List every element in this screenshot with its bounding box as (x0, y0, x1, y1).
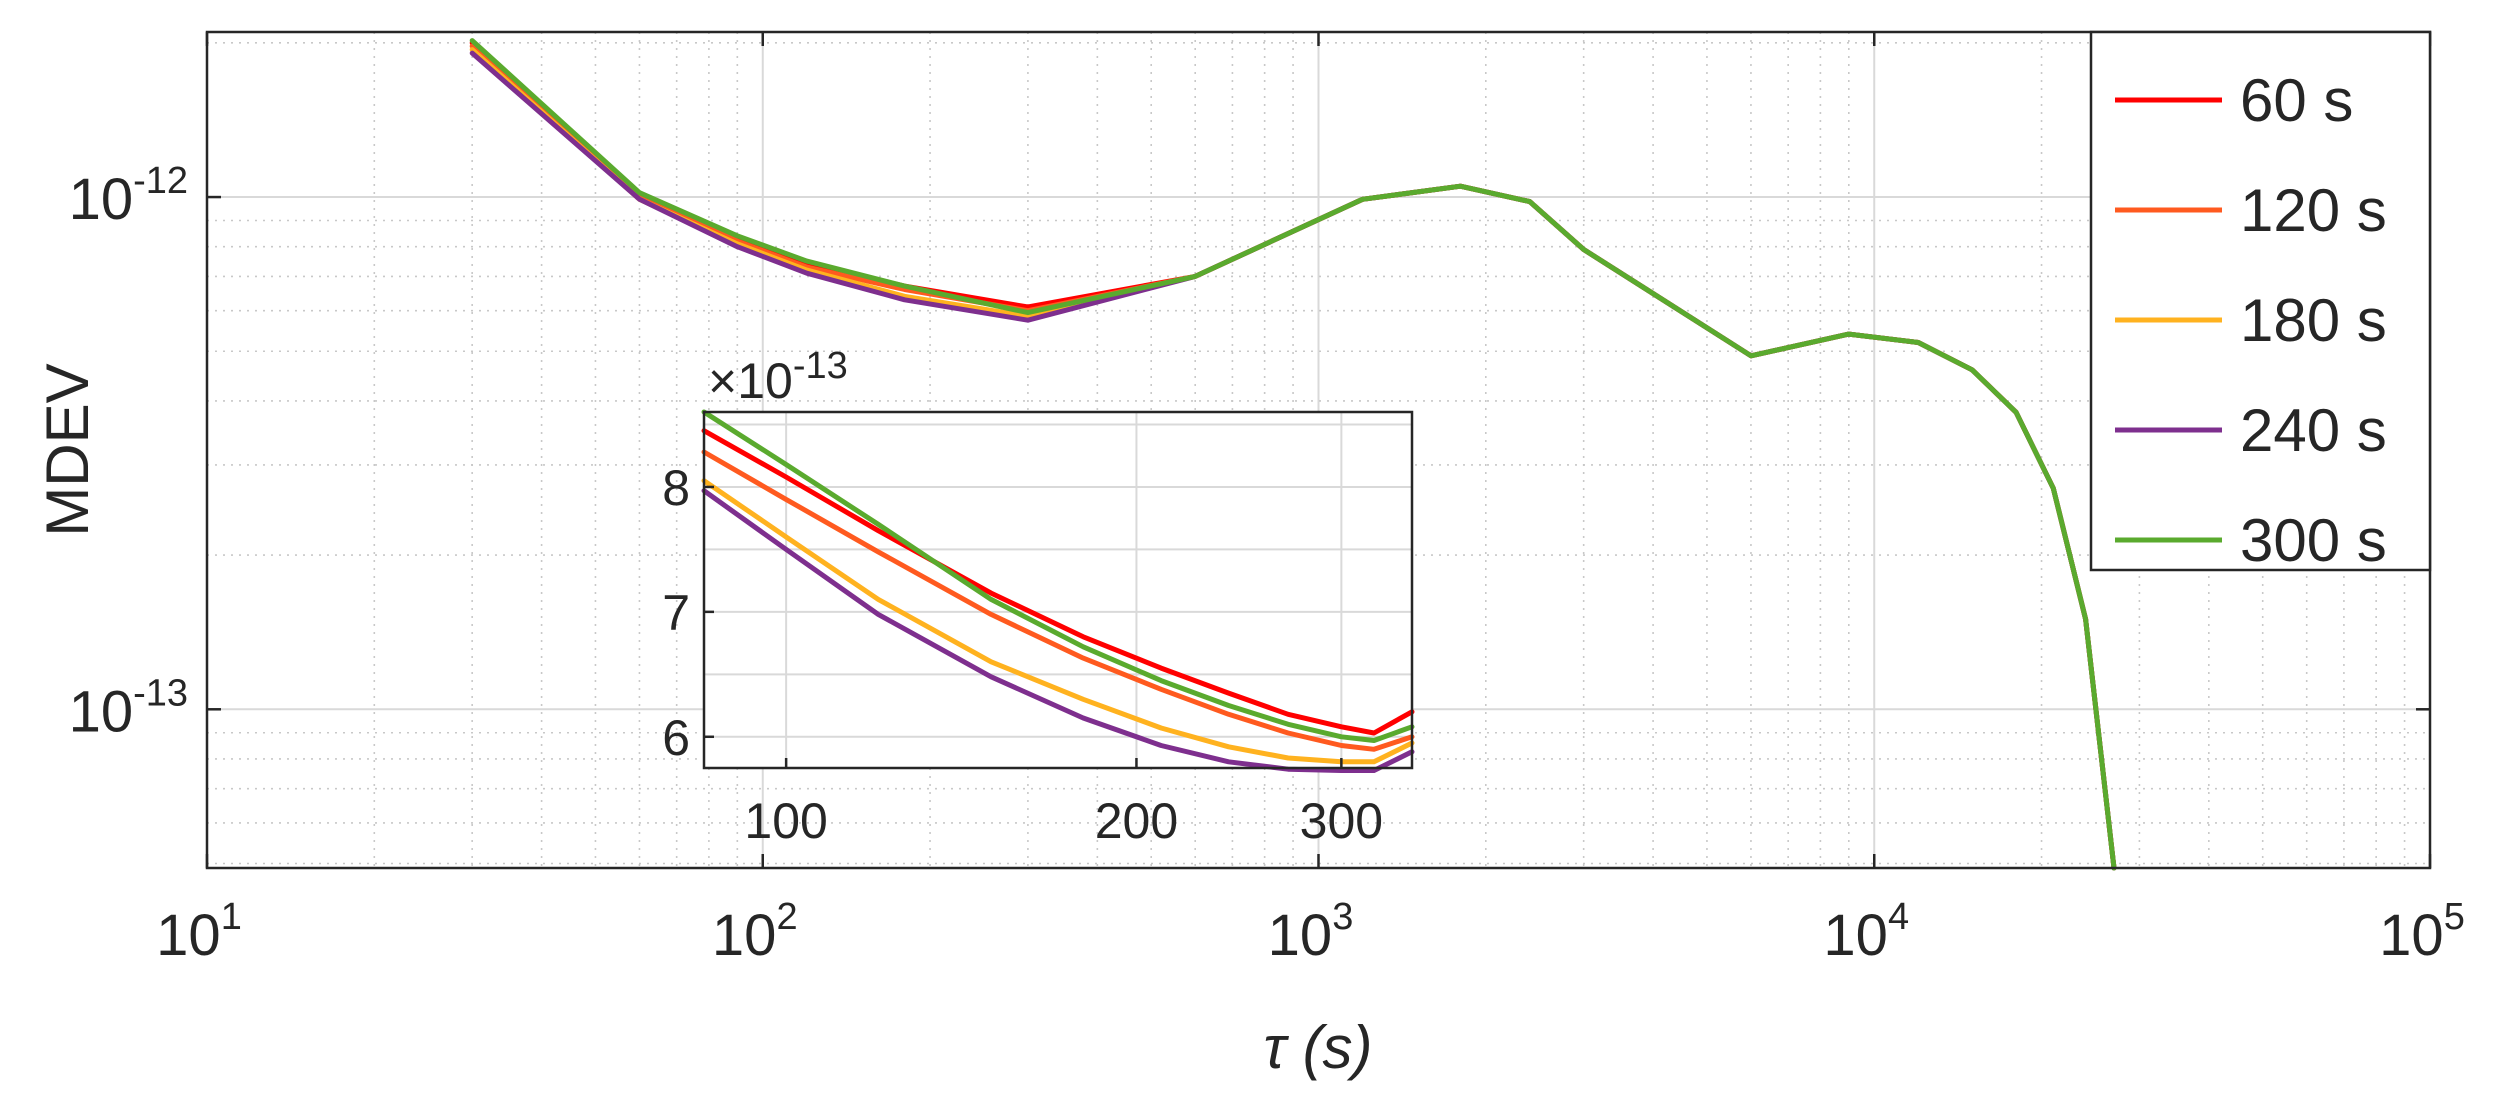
main-y-ticks: 10-13 10-12 (69, 160, 2430, 744)
x-tick-label: 102 (712, 896, 798, 968)
y-tick-label: 10-12 (69, 160, 188, 232)
inset-y-ticks: 6 7 8 (662, 460, 714, 766)
inset-background (704, 412, 1412, 768)
x-tick-label: 103 (1268, 896, 1354, 968)
main-x-ticks: 101 102 103 104 105 (156, 32, 2465, 968)
x-tick-label: 105 (2379, 896, 2465, 968)
inset-series-line-240s (701, 488, 1415, 773)
inset-series-line-180s (701, 478, 1415, 765)
x-tick-label: 104 (1823, 896, 1909, 968)
inset-series-line-120s (701, 449, 1415, 752)
legend-entry: 60 s (2240, 67, 2353, 134)
x-axis-label: τ (s) (1263, 1014, 1372, 1081)
inset-series-line-60s (701, 428, 1415, 736)
legend: 60 s 120 s 180 s 240 s 300 s (2089, 30, 2432, 574)
inset-x-tick-label: 100 (744, 793, 827, 849)
x-tick-label: 101 (156, 896, 242, 968)
inset-series-group (701, 409, 1415, 773)
legend-entry: 300 s (2240, 507, 2387, 574)
legend-entry: 180 s (2240, 287, 2387, 354)
inset-exponent-label: ×10-13 (708, 345, 848, 409)
legend-box (2089, 30, 2432, 572)
legend-entry: 240 s (2240, 397, 2387, 464)
inset-x-tick-label: 300 (1300, 793, 1383, 849)
series-line-300s (469, 38, 2117, 871)
legend-entry: 120 s (2240, 177, 2387, 244)
y-tick-label: 10-13 (69, 672, 188, 744)
inset-series-line-300s (701, 409, 1415, 743)
inset-x-ticks: 100 200 300 (744, 758, 1383, 849)
inset-exponent-prefix: ×10 (708, 353, 793, 409)
inset-x-tick-label: 200 (1095, 793, 1178, 849)
inset-y-tick-label: 7 (662, 585, 690, 641)
y-axis-label: MDEV (34, 363, 101, 536)
main-series-group (469, 38, 2117, 871)
inset-plot-frame (702, 410, 1414, 770)
inset-exponent-power: -13 (793, 345, 848, 387)
inset-y-tick-label: 6 (662, 710, 690, 766)
inset-y-tick-label: 8 (662, 460, 690, 516)
